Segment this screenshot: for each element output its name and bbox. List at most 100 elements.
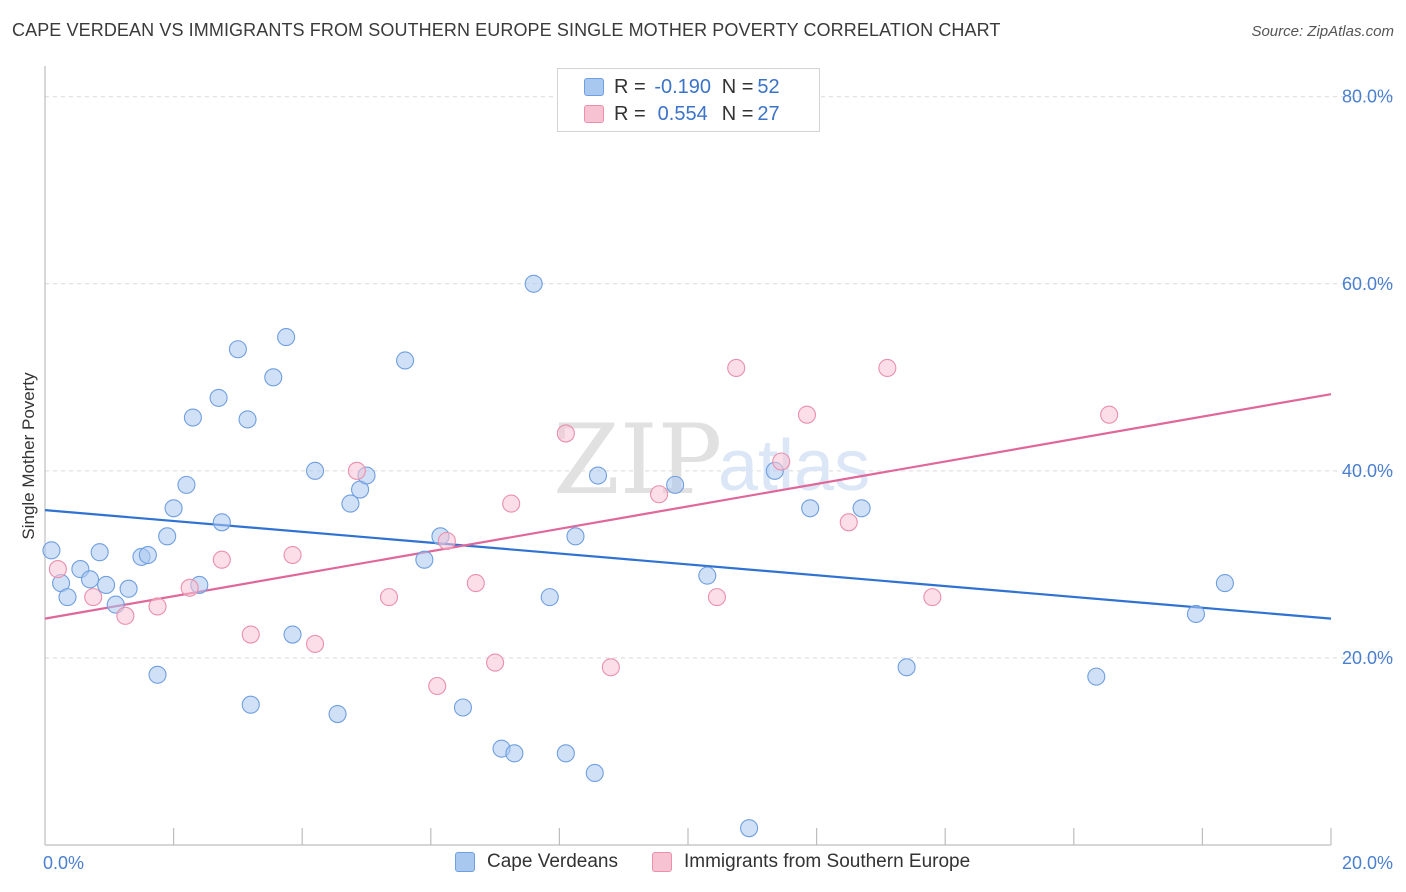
point-southern-europe xyxy=(283,545,302,565)
point-southern-europe xyxy=(839,513,858,532)
y-axis-label: Single Mother Poverty xyxy=(19,372,38,540)
point-cape-verdeans xyxy=(698,566,717,585)
point-cape-verdeans xyxy=(177,475,196,494)
point-southern-europe xyxy=(306,634,325,653)
point-southern-europe xyxy=(1100,405,1119,424)
point-cape-verdeans xyxy=(585,763,604,783)
point-cape-verdeans xyxy=(453,698,473,717)
point-southern-europe xyxy=(727,358,746,378)
point-cape-verdeans xyxy=(158,527,177,546)
point-cape-verdeans xyxy=(164,499,183,518)
trend-line-cape-verdeans xyxy=(44,509,1332,620)
legend-item-southern-europe[interactable]: Immigrants from Southern Europe xyxy=(652,851,970,873)
point-southern-europe xyxy=(437,531,456,551)
watermark-atlas: atlas xyxy=(718,426,870,506)
point-cape-verdeans xyxy=(80,570,100,589)
y-tick-label: 20.0% xyxy=(1342,648,1393,668)
point-cape-verdeans xyxy=(852,499,871,518)
legend-swatch-cape-verdeans xyxy=(584,78,604,96)
n-value: 27 xyxy=(757,102,780,125)
tick-labels: 20.0% 40.0% 60.0% 80.0% 0.0% 20.0% xyxy=(43,87,1393,873)
point-cape-verdeans xyxy=(283,625,302,644)
legend-label: Cape Verdeans xyxy=(487,851,618,872)
legend-item-cape-verdeans[interactable]: Cape Verdeans xyxy=(455,851,618,873)
point-southern-europe xyxy=(923,588,942,607)
correlation-legend: R = -0.190 N = 52 R = 0.554 N = 27 xyxy=(557,68,820,132)
point-southern-europe xyxy=(556,424,575,443)
point-southern-europe xyxy=(650,485,669,504)
trend-lines xyxy=(44,393,1332,620)
watermark-zip: ZIP xyxy=(553,404,722,516)
point-cape-verdeans xyxy=(540,588,559,607)
point-southern-europe xyxy=(379,588,399,607)
point-cape-verdeans xyxy=(148,665,167,684)
gridlines xyxy=(45,96,1393,659)
point-cape-verdeans xyxy=(801,499,820,518)
point-cape-verdeans xyxy=(97,575,116,595)
point-cape-verdeans xyxy=(306,461,325,480)
point-cape-verdeans xyxy=(209,388,228,407)
data-points xyxy=(42,274,1234,838)
point-southern-europe xyxy=(428,676,447,696)
point-southern-europe xyxy=(486,653,505,672)
r-value: 0.554 xyxy=(657,102,708,125)
point-southern-europe xyxy=(347,461,366,480)
chart-title: CAPE VERDEAN VS IMMIGRANTS FROM SOUTHERN… xyxy=(12,20,1001,40)
y-tick-label: 80.0% xyxy=(1342,87,1393,107)
x-tick-label: 20.0% xyxy=(1342,853,1393,873)
point-cape-verdeans xyxy=(897,658,916,677)
point-cape-verdeans xyxy=(524,274,543,293)
trend-line-southern-europe xyxy=(44,393,1332,620)
y-tick-label: 60.0% xyxy=(1342,274,1393,294)
r-label: R = xyxy=(614,75,646,98)
point-cape-verdeans xyxy=(241,695,260,714)
point-southern-europe xyxy=(84,588,103,607)
source-credit: Source: ZipAtlas.com xyxy=(1251,23,1394,40)
point-cape-verdeans xyxy=(238,410,257,429)
y-tick-label: 40.0% xyxy=(1342,461,1393,481)
point-cape-verdeans xyxy=(119,579,138,598)
point-southern-europe xyxy=(180,578,199,597)
n-label: N = xyxy=(721,75,754,98)
n-label: N = xyxy=(721,102,754,125)
point-southern-europe xyxy=(212,550,231,569)
legend-swatch-southern-europe xyxy=(584,105,604,123)
n-value: 52 xyxy=(757,75,780,98)
point-cape-verdeans xyxy=(588,466,608,485)
point-cape-verdeans xyxy=(1215,574,1234,593)
point-cape-verdeans xyxy=(58,588,77,607)
point-southern-europe xyxy=(772,452,791,471)
point-cape-verdeans xyxy=(90,543,109,562)
point-southern-europe xyxy=(116,606,135,625)
point-cape-verdeans xyxy=(341,494,360,513)
point-southern-europe xyxy=(148,597,167,616)
point-cape-verdeans xyxy=(505,744,524,763)
point-cape-verdeans xyxy=(277,328,296,347)
r-label: R = xyxy=(614,102,646,125)
point-southern-europe xyxy=(466,574,485,593)
point-cape-verdeans xyxy=(328,704,347,724)
series-legend: Cape Verdeans Immigrants from Southern E… xyxy=(0,851,1406,877)
point-cape-verdeans xyxy=(396,351,415,370)
legend-row-southern-europe: R = 0.554 N = 27 xyxy=(584,101,780,127)
point-cape-verdeans xyxy=(1087,667,1106,686)
point-cape-verdeans xyxy=(556,744,575,763)
point-cape-verdeans xyxy=(183,408,202,427)
legend-swatch-cape-verdeans xyxy=(455,852,475,872)
point-cape-verdeans xyxy=(666,475,685,494)
point-cape-verdeans xyxy=(42,541,61,560)
x-tick-label: 0.0% xyxy=(43,853,84,873)
r-value: -0.190 xyxy=(654,75,712,98)
point-southern-europe xyxy=(797,405,817,424)
point-southern-europe xyxy=(707,588,726,607)
point-cape-verdeans xyxy=(415,550,434,569)
point-southern-europe xyxy=(48,560,67,579)
point-southern-europe xyxy=(878,358,897,378)
point-cape-verdeans xyxy=(566,527,585,546)
legend-row-cape-verdeans: R = -0.190 N = 52 xyxy=(584,74,780,100)
point-cape-verdeans xyxy=(138,545,157,565)
point-cape-verdeans xyxy=(740,819,759,838)
point-southern-europe xyxy=(601,658,620,677)
point-cape-verdeans xyxy=(228,340,247,359)
